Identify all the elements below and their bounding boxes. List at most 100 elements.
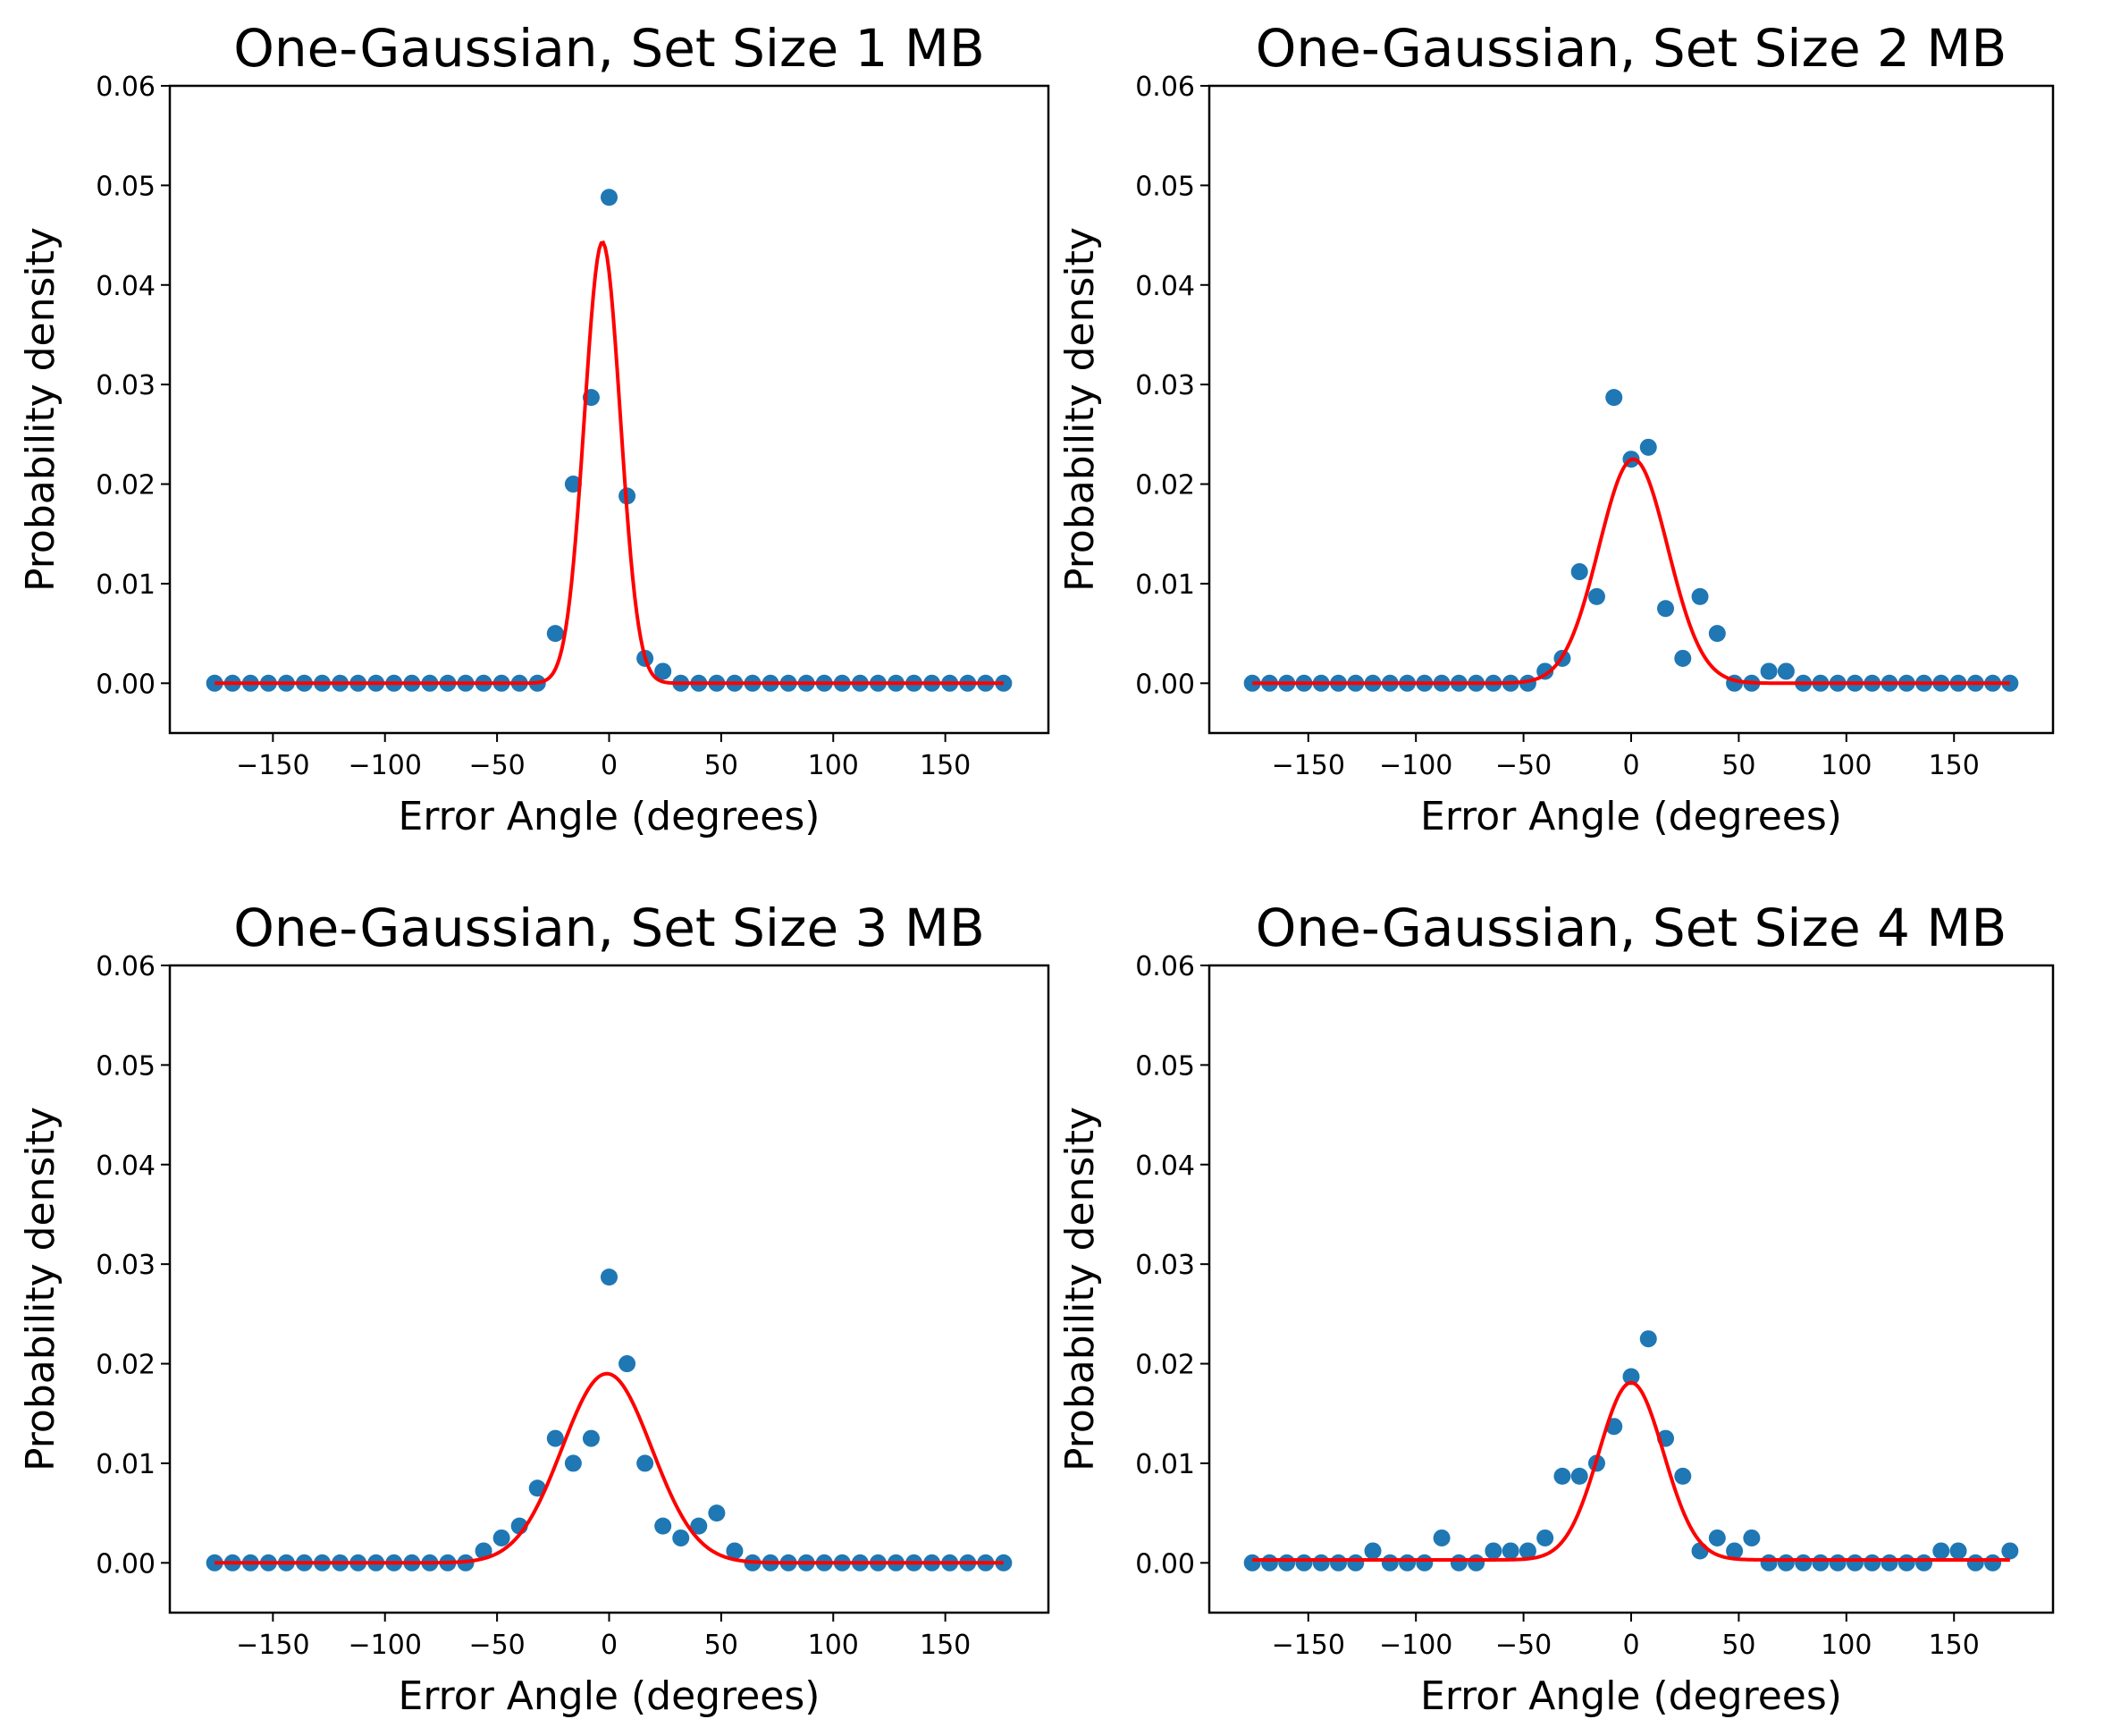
x-tick-label: 100 — [808, 1630, 859, 1661]
data-point — [1984, 1554, 2002, 1572]
y-tick-label: 0.00 — [96, 1548, 156, 1580]
data-point — [1639, 1330, 1657, 1348]
data-point — [1416, 1554, 1434, 1572]
data-point — [654, 662, 672, 680]
y-axis-label: Probability density — [18, 227, 63, 592]
y-tick-label: 0.05 — [1135, 171, 1195, 202]
data-point — [1570, 1467, 1588, 1485]
data-point — [1777, 1554, 1795, 1572]
x-tick-label: −100 — [349, 1630, 422, 1661]
data-point — [672, 1529, 690, 1546]
x-axis-label: Error Angle (degrees) — [1420, 794, 1842, 839]
y-tick-label: 0.02 — [96, 1350, 156, 1381]
y-axis-label: Probability density — [1057, 227, 1103, 592]
data-point — [1450, 1554, 1468, 1572]
chart-title: One-Gaussian, Set Size 1 MB — [233, 18, 984, 79]
data-point — [1260, 1554, 1278, 1572]
x-tick-label: 150 — [1929, 1630, 1980, 1661]
data-point — [654, 1517, 672, 1535]
data-point — [1708, 625, 1726, 643]
chart-title: One-Gaussian, Set Size 3 MB — [233, 897, 984, 958]
data-point — [546, 1429, 564, 1447]
data-point — [1691, 1542, 1709, 1560]
data-point — [1915, 1554, 1933, 1572]
plot-frame — [168, 84, 1050, 735]
x-tick-label: −50 — [1495, 1630, 1552, 1661]
x-tick-label: −150 — [236, 1630, 309, 1661]
y-tick-label: 0.03 — [96, 370, 156, 401]
data-point — [618, 1355, 636, 1373]
data-point — [582, 1429, 600, 1447]
data-point — [1674, 649, 1692, 667]
gaussian-fit-line — [1252, 1380, 2010, 1562]
data-point — [1399, 1554, 1417, 1572]
data-point — [1329, 1554, 1347, 1572]
y-tick-label: 0.04 — [96, 1150, 156, 1182]
x-tick-label: 150 — [920, 1630, 971, 1661]
y-axis-label: Probability density — [18, 1107, 63, 1471]
x-tick-label: −150 — [1272, 750, 1345, 781]
data-point — [690, 1517, 708, 1535]
y-tick-label: 0.06 — [96, 951, 156, 982]
data-point — [1777, 662, 1795, 680]
data-point — [1795, 1554, 1813, 1572]
chart-panel-3: One-Gaussian, Set Size 3 MB Error Angle (… — [18, 897, 1050, 1719]
chart-panel-2: One-Gaussian, Set Size 2 MB Error Angle (… — [1057, 18, 2055, 839]
data-point — [1708, 1529, 1726, 1546]
y-tick-label: 0.01 — [1135, 569, 1195, 601]
y-tick-label: 0.01 — [96, 569, 156, 601]
data-point — [1760, 1554, 1778, 1572]
y-tick-label: 0.00 — [96, 669, 156, 700]
chart-panel-4: One-Gaussian, Set Size 4 MB Error Angle (… — [1057, 897, 2055, 1719]
data-point — [1587, 587, 1605, 605]
data-point — [564, 476, 582, 493]
x-tick-label: −50 — [1495, 750, 1552, 781]
y-tick-label: 0.04 — [1135, 271, 1195, 302]
y-tick-label: 0.00 — [1135, 669, 1195, 700]
y-tick-label: 0.03 — [96, 1250, 156, 1281]
x-tick-label: 50 — [1721, 750, 1755, 781]
data-point — [2001, 1542, 2019, 1560]
data-point — [1881, 1554, 1898, 1572]
plot-frame — [1207, 84, 2055, 735]
x-tick-label: 0 — [1622, 1630, 1639, 1661]
data-point — [1364, 1542, 1382, 1560]
y-tick-label: 0.04 — [96, 271, 156, 302]
data-point — [1726, 1542, 1744, 1560]
data-point — [1674, 1467, 1692, 1485]
data-point — [1312, 1554, 1330, 1572]
y-tick-label: 0.01 — [96, 1449, 156, 1480]
y-tick-label: 0.03 — [1135, 1250, 1195, 1281]
x-tick-label: 50 — [704, 750, 738, 781]
y-tick-label: 0.05 — [1135, 1050, 1195, 1082]
data-point — [708, 1504, 726, 1522]
data-point — [1485, 1542, 1502, 1560]
x-tick-label: −150 — [1272, 1630, 1345, 1661]
data-point — [528, 1479, 546, 1497]
x-tick-label: 100 — [1821, 750, 1872, 781]
y-tick-label: 0.05 — [96, 1050, 156, 1082]
x-tick-label: 150 — [1929, 750, 1980, 781]
data-point — [1966, 1554, 1984, 1572]
gaussian-fit-line — [1252, 457, 2010, 686]
data-point — [1468, 1554, 1485, 1572]
data-point — [1760, 662, 1778, 680]
data-point — [1605, 389, 1623, 407]
y-tick-label: 0.06 — [1135, 72, 1195, 103]
data-point — [1657, 600, 1675, 618]
data-point — [1243, 1554, 1261, 1572]
data-point — [1536, 1529, 1554, 1546]
data-point — [1381, 1554, 1399, 1572]
data-point — [1932, 1542, 1950, 1560]
data-point — [492, 1529, 510, 1546]
data-point — [1691, 587, 1709, 605]
x-axis-label: Error Angle (degrees) — [399, 794, 820, 839]
y-tick-label: 0.01 — [1135, 1449, 1195, 1480]
data-point — [1639, 438, 1657, 456]
chart-title: One-Gaussian, Set Size 4 MB — [1256, 897, 2007, 958]
x-tick-label: 0 — [601, 750, 618, 781]
data-point — [1622, 1368, 1640, 1386]
data-point — [726, 1542, 744, 1560]
data-point — [1347, 1554, 1365, 1572]
